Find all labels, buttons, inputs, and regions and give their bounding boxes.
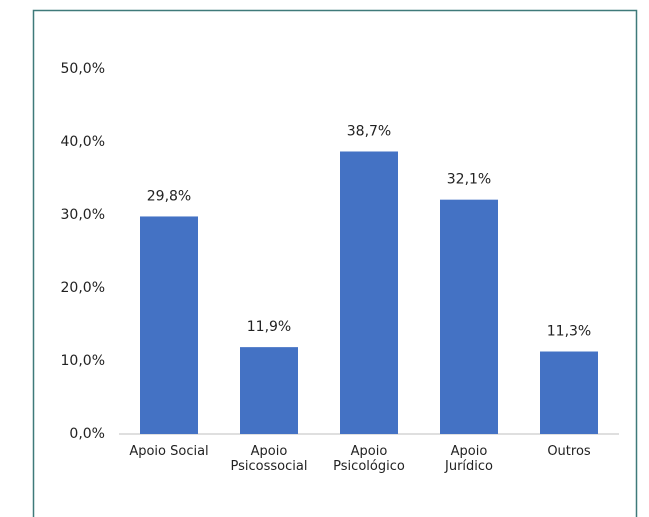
y-tick-label: 10,0%	[61, 353, 105, 369]
bar	[440, 199, 498, 434]
y-tick-label: 40,0%	[61, 134, 105, 150]
bar	[140, 216, 198, 434]
x-tick-label: Apoio Social	[129, 444, 209, 459]
frame	[32, 9, 638, 517]
data-label: 11,3%	[547, 324, 591, 340]
bar	[540, 351, 598, 434]
data-label: 32,1%	[447, 172, 491, 188]
y-tick-label: 20,0%	[61, 280, 105, 296]
y-tick-label: 0,0%	[69, 426, 105, 442]
x-tick-label: Outros	[547, 444, 591, 459]
y-tick-label: 50,0%	[61, 61, 105, 77]
data-label: 11,9%	[247, 319, 291, 335]
bar	[240, 347, 298, 434]
bar	[340, 151, 398, 435]
x-tick-label: Apoio Psicológico	[333, 444, 405, 474]
x-tick-label: Apoio Jurídico	[445, 444, 493, 474]
data-label: 38,7%	[347, 123, 391, 139]
x-tick-label: Apoio Psicossocial	[230, 444, 308, 474]
data-label: 29,8%	[147, 188, 191, 204]
y-tick-label: 30,0%	[61, 207, 105, 223]
